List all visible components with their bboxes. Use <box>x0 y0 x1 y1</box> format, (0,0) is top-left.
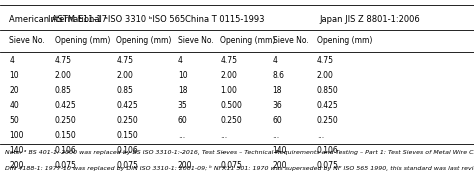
Text: 2.00: 2.00 <box>220 71 237 80</box>
Text: China T 0115-1993: China T 0115-1993 <box>185 15 265 24</box>
Text: 0.250: 0.250 <box>55 116 76 125</box>
Text: Note: ᵃ BS 401-1: 2000 was replaced by BS ISO 3310-1: 2016, Test Sieves – Techni: Note: ᵃ BS 401-1: 2000 was replaced by B… <box>5 150 474 155</box>
Text: 1.00: 1.00 <box>220 86 237 95</box>
Text: 60: 60 <box>178 116 188 125</box>
Text: Sieve No.: Sieve No. <box>9 36 45 46</box>
Text: 4.75: 4.75 <box>317 56 334 66</box>
Text: 0.150: 0.150 <box>116 131 138 140</box>
Text: 4.75: 4.75 <box>220 56 237 66</box>
Text: ...: ... <box>220 131 228 140</box>
Text: Opening (mm): Opening (mm) <box>317 36 372 46</box>
Text: 0.150: 0.150 <box>55 131 76 140</box>
Text: 18: 18 <box>273 86 282 95</box>
Text: 0.075: 0.075 <box>55 161 76 170</box>
Text: 36: 36 <box>273 101 283 110</box>
Text: ...: ... <box>273 131 280 140</box>
Text: 10: 10 <box>9 71 19 80</box>
Text: Opening (mm): Opening (mm) <box>220 36 276 46</box>
Text: 200: 200 <box>273 161 287 170</box>
Text: 0.425: 0.425 <box>317 101 338 110</box>
Text: 0.500: 0.500 <box>220 101 242 110</box>
Text: ...: ... <box>178 131 185 140</box>
Text: 0.075: 0.075 <box>116 161 138 170</box>
Text: 0.85: 0.85 <box>55 86 72 95</box>
Text: Opening (mm): Opening (mm) <box>55 36 110 46</box>
Text: 0.425: 0.425 <box>116 101 138 110</box>
Text: 0.85: 0.85 <box>116 86 133 95</box>
Text: 40: 40 <box>9 101 19 110</box>
Text: 60: 60 <box>273 116 283 125</box>
Text: American ASTM E11-17: American ASTM E11-17 <box>9 15 108 24</box>
Text: International ᵃISO 3310 ᵇISO 565: International ᵃISO 3310 ᵇISO 565 <box>47 15 185 24</box>
Text: 4.75: 4.75 <box>116 56 133 66</box>
Text: 4: 4 <box>273 56 277 66</box>
Text: 100: 100 <box>9 131 24 140</box>
Text: 200: 200 <box>9 161 24 170</box>
Text: 4: 4 <box>178 56 182 66</box>
Text: 20: 20 <box>9 86 19 95</box>
Text: 35: 35 <box>178 101 188 110</box>
Text: 0.075: 0.075 <box>317 161 338 170</box>
Text: Sieve No.: Sieve No. <box>178 36 213 46</box>
Text: 0.106: 0.106 <box>55 146 76 155</box>
Text: 0.850: 0.850 <box>317 86 338 95</box>
Text: 0.250: 0.250 <box>116 116 138 125</box>
Text: 0.425: 0.425 <box>55 101 76 110</box>
Text: 2.00: 2.00 <box>116 71 133 80</box>
Text: Opening (mm): Opening (mm) <box>116 36 172 46</box>
Text: Sieve No.: Sieve No. <box>273 36 308 46</box>
Text: 18: 18 <box>178 86 187 95</box>
Text: 10: 10 <box>178 71 187 80</box>
Text: 50: 50 <box>9 116 19 125</box>
Text: 0.250: 0.250 <box>220 116 242 125</box>
Text: ...: ... <box>317 131 324 140</box>
Text: 0.106: 0.106 <box>116 146 138 155</box>
Text: 140: 140 <box>273 146 287 155</box>
Text: 8.6: 8.6 <box>273 71 284 80</box>
Text: 0.250: 0.250 <box>317 116 338 125</box>
Text: 4.75: 4.75 <box>55 56 72 66</box>
Text: ...: ... <box>178 146 185 155</box>
Text: 4: 4 <box>9 56 14 66</box>
Text: 2.00: 2.00 <box>55 71 72 80</box>
Text: 2.00: 2.00 <box>317 71 334 80</box>
Text: Japan JIS Z 8801-1:2006: Japan JIS Z 8801-1:2006 <box>319 15 420 24</box>
Text: ...: ... <box>220 146 228 155</box>
Text: 140: 140 <box>9 146 24 155</box>
Text: 0.106: 0.106 <box>317 146 338 155</box>
Text: 200: 200 <box>178 161 192 170</box>
Text: DIN 4188-1: 1977-10 was replaced by DIN ISO 3310-1: 2001-09; ᵇ NFX11 501: 1970 w: DIN 4188-1: 1977-10 was replaced by DIN … <box>5 165 474 171</box>
Text: 0.075: 0.075 <box>220 161 242 170</box>
